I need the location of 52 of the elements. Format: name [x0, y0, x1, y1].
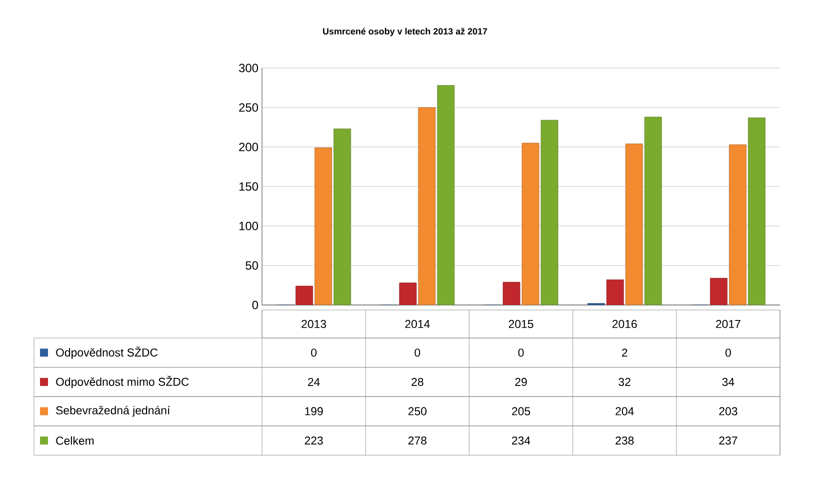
- bar: [522, 142, 540, 305]
- data-label: 278: [408, 436, 426, 445]
- bar: [296, 286, 314, 305]
- data-label: 0: [725, 348, 731, 357]
- data-label: 234: [512, 436, 530, 445]
- legend-label: Odpovědnost mimo SŽDC: [56, 376, 189, 388]
- data-label: 199: [305, 407, 323, 416]
- bar: [710, 278, 728, 305]
- x-tick-label: 2015: [508, 320, 534, 328]
- bar: [314, 148, 332, 305]
- y-tick-label: 50: [246, 261, 258, 270]
- bar: [606, 280, 624, 305]
- y-tick-label: 250: [239, 103, 258, 112]
- legend-label: Celkem: [56, 436, 94, 445]
- data-label: 204: [616, 407, 634, 416]
- bar: [729, 144, 746, 305]
- data-label: 205: [512, 407, 530, 416]
- bar: [502, 282, 520, 305]
- chart-title: Usmrcené osoby v letech 2013 až 2017: [323, 28, 488, 36]
- y-tick-label: 300: [238, 64, 258, 72]
- data-label: 237: [719, 436, 738, 445]
- y-tick-label: 0: [252, 300, 258, 310]
- bar: [399, 282, 417, 305]
- bar: [437, 85, 455, 305]
- y-tick-label: 100: [239, 222, 258, 230]
- data-label: 0: [518, 348, 524, 357]
- data-label: 34: [722, 378, 734, 386]
- data-label: 2: [622, 348, 628, 357]
- x-tick-label: 2014: [405, 320, 430, 328]
- data-label: 0: [414, 348, 420, 357]
- data-label: 28: [412, 378, 424, 386]
- legend-label: Sebevražedná jednání: [56, 406, 170, 417]
- x-tick-label: 2017: [716, 320, 740, 328]
- bar: [625, 144, 643, 305]
- y-tick-label: 150: [239, 182, 258, 191]
- data-label: 223: [304, 436, 323, 445]
- data-label: 24: [308, 378, 320, 386]
- data-label: 29: [515, 378, 527, 386]
- data-label: 238: [616, 436, 634, 445]
- legend-label: Odpovědnost SŽDC: [56, 346, 158, 359]
- data-label: 203: [719, 407, 738, 416]
- bar: [748, 118, 766, 305]
- data-label: 32: [618, 378, 630, 386]
- bar: [540, 120, 558, 305]
- bar: [334, 128, 351, 305]
- bar: [644, 116, 662, 305]
- bar: [418, 107, 436, 305]
- y-tick-label: 200: [239, 142, 258, 152]
- x-tick-label: 2013: [302, 320, 326, 328]
- data-label: 250: [408, 407, 427, 416]
- x-tick-label: 2016: [612, 320, 637, 328]
- data-label: 0: [311, 348, 317, 357]
